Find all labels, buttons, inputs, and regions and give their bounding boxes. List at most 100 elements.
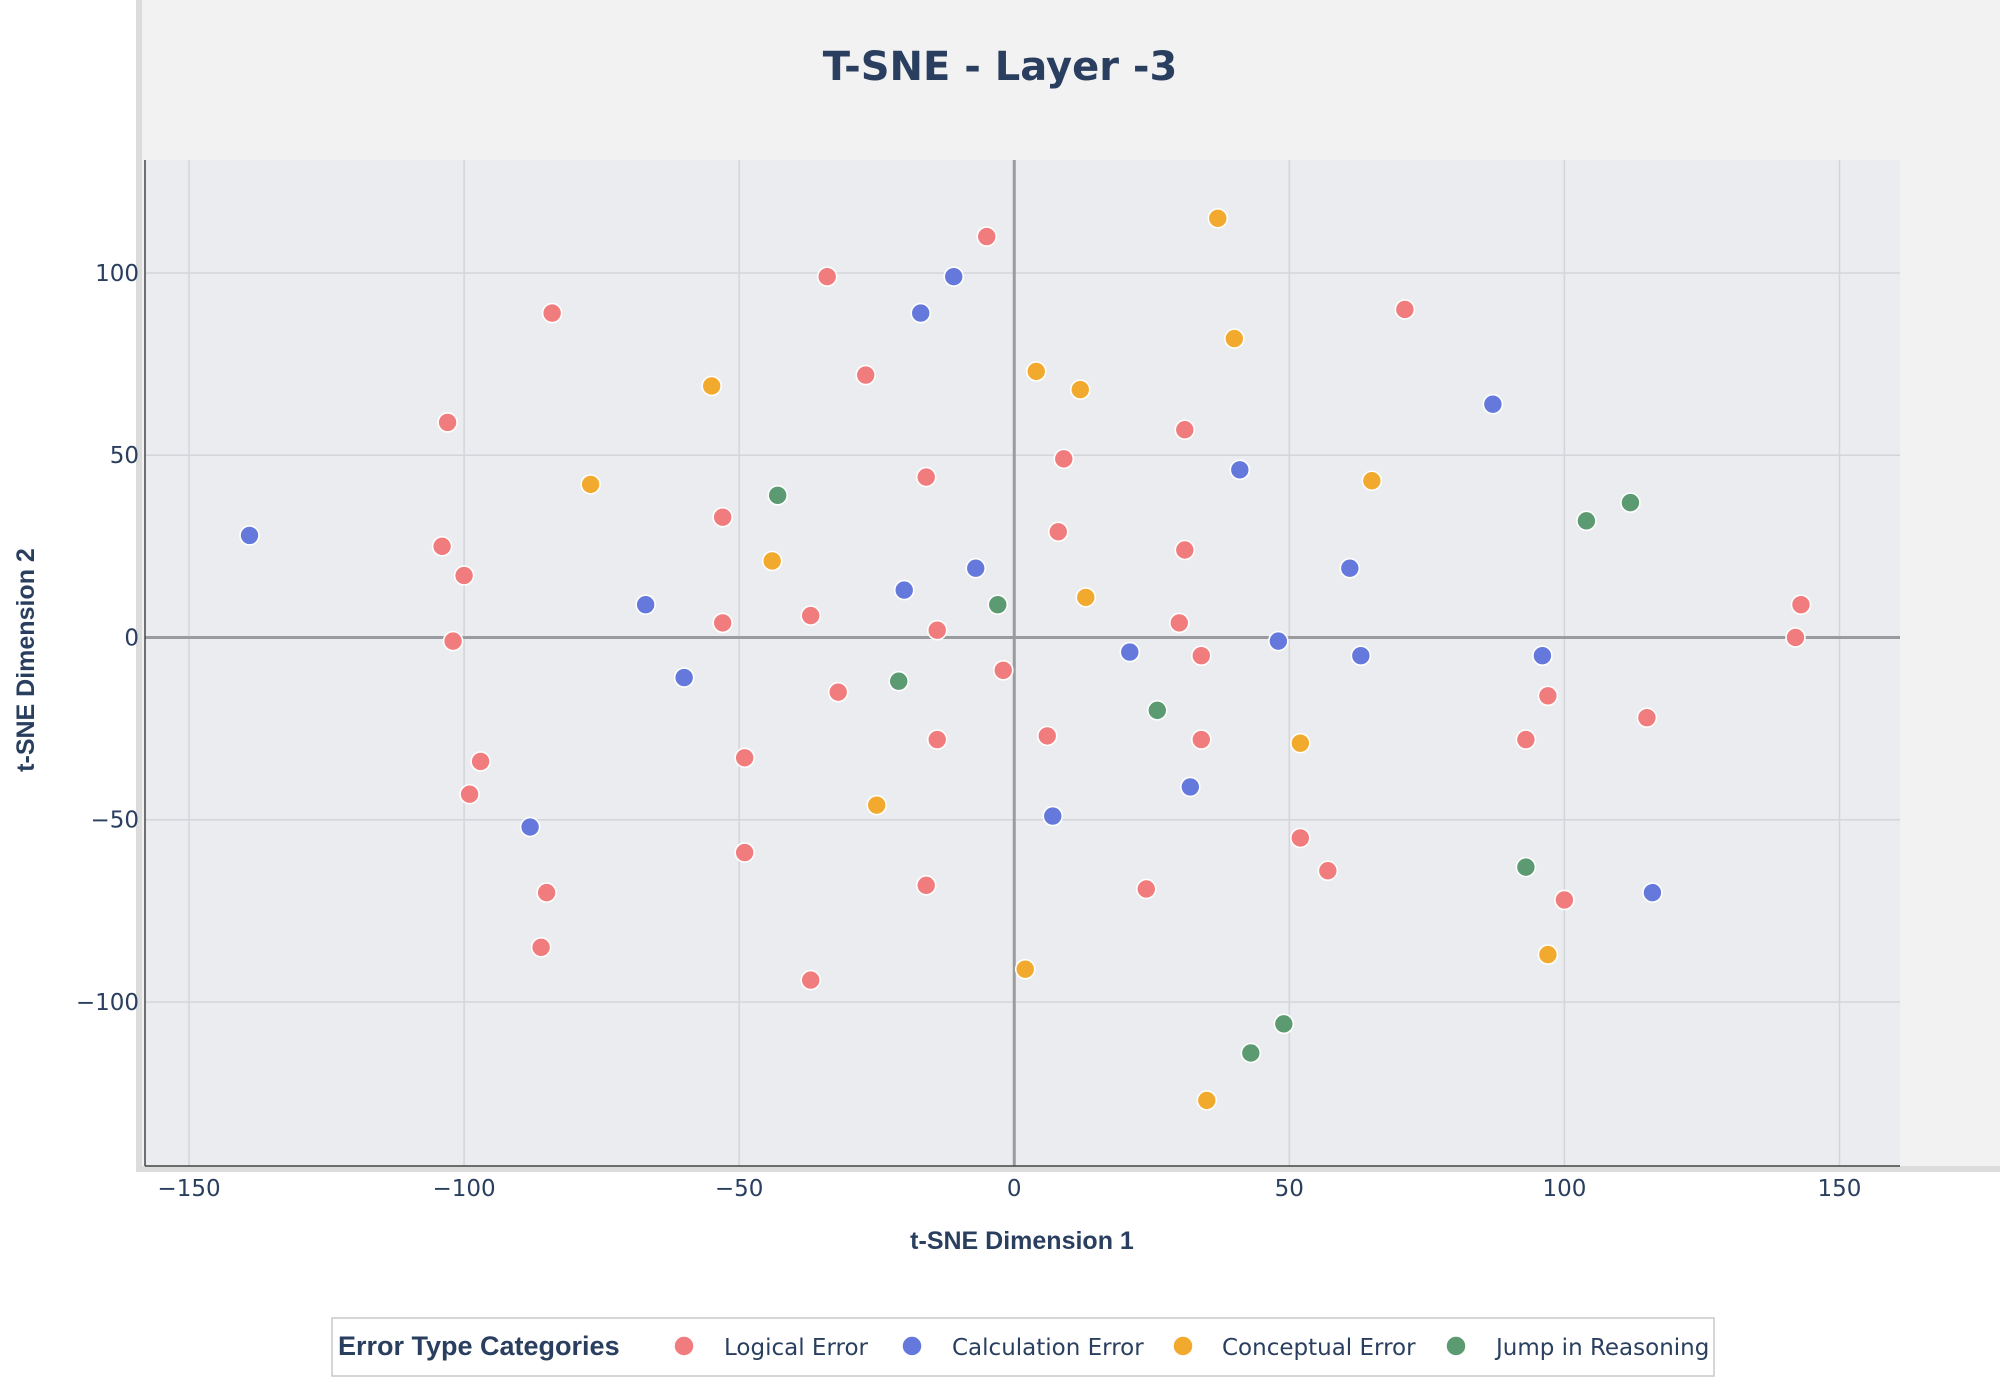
point-logical-error [1174,419,1196,441]
point-logical-error [827,681,849,703]
chart-left-border [136,0,142,1172]
point-jump-in-reasoning [1620,492,1641,513]
plot-area [145,160,1900,1166]
point-calculation-error [1179,776,1201,798]
point-calculation-error [910,302,932,324]
point-conceptual-error [1224,328,1245,349]
point-logical-error [1174,539,1196,561]
point-logical-error [541,302,563,324]
x-tick-label: 50 [1275,1176,1304,1202]
point-logical-error [1135,878,1157,900]
point-calculation-error [893,579,915,601]
point-logical-error [459,783,480,805]
point-calculation-error [943,266,965,287]
point-conceptual-error [1537,944,1559,965]
point-jump-in-reasoning [1240,1042,1262,1064]
point-conceptual-error [1361,470,1383,492]
point-calculation-error [1642,882,1663,903]
x-tick-labels: −150 −100 −50 0 50 100 150 [157,1176,1861,1202]
point-conceptual-error [580,474,601,495]
point-calculation-error [1268,630,1289,652]
point-conceptual-error [701,375,722,397]
point-conceptual-error [761,550,783,572]
point-logical-error [1537,685,1559,707]
point-calculation-error [1532,645,1553,667]
point-logical-error [1394,299,1416,320]
point-calculation-error [965,557,987,579]
point-logical-error [992,659,1014,681]
legend-items: Logical Error Calculation Error Conceptual… [673,1335,1709,1361]
point-jump-in-reasoning [767,485,788,506]
point-logical-error [1636,707,1658,728]
point-calculation-error [673,667,695,688]
point-conceptual-error [1025,361,1047,382]
legend: Error Type Categories Logical Error Calcu… [331,1317,1715,1377]
legend-label-conceptual-error: Conceptual Error [1222,1335,1416,1361]
point-logical-error [734,842,755,863]
point-logical-error [712,612,733,634]
point-conceptual-error [1075,587,1097,608]
legend-marker-conceptual-error [1172,1335,1194,1357]
point-logical-error [926,619,948,641]
point-calculation-error [635,594,656,615]
point-calculation-error [1350,645,1372,667]
x-tick-label: −150 [157,1176,220,1202]
point-jump-in-reasoning [1576,510,1597,532]
point-logical-error [915,875,937,896]
point-logical-error [1053,448,1075,470]
point-logical-error [530,937,552,958]
point-jump-in-reasoning [1273,1013,1295,1035]
point-conceptual-error [1290,732,1311,754]
point-logical-error [1191,729,1212,750]
point-logical-error [1290,827,1311,849]
point-conceptual-error [1196,1090,1218,1111]
point-jump-in-reasoning [1146,700,1168,721]
x-tick-label: −50 [715,1176,764,1202]
point-logical-error [453,565,475,586]
y-tick-labels: −100 −50 0 50 100 [76,261,139,1016]
legend-marker-logical-error [673,1335,695,1357]
legend-label-logical-error: Logical Error [724,1335,869,1361]
point-logical-error [437,412,458,433]
point-logical-error [1047,521,1069,543]
chart-title: T-SNE - Layer -3 [823,44,1178,90]
point-logical-error [1317,860,1339,882]
x-tick-label: 150 [1818,1176,1862,1202]
y-axis-title: t-SNE Dimension 2 [12,548,40,772]
point-calculation-error [1042,805,1064,827]
grid-lines [145,160,1900,1166]
point-logical-error [926,729,948,750]
x-tick-label: 0 [1007,1176,1022,1202]
point-logical-error [1515,729,1537,750]
point-logical-error [712,506,733,528]
point-calculation-error [1119,641,1141,663]
x-axis-title: t-SNE Dimension 1 [910,1227,1134,1255]
data-points [239,208,1812,1111]
chart-bottom-border [136,1166,2000,1172]
point-logical-error [800,969,821,991]
point-logical-error [1790,594,1812,615]
legend-box [331,1317,1715,1377]
point-calculation-error [1339,557,1361,579]
point-logical-error [1554,889,1575,911]
point-conceptual-error [1014,958,1036,980]
point-logical-error [976,226,998,247]
point-logical-error [1168,612,1190,634]
point-conceptual-error [1207,208,1229,229]
legend-marker-jump-in-reasoning [1445,1335,1467,1357]
point-logical-error [1036,725,1058,747]
point-calculation-error [1482,393,1504,415]
legend-label-calculation-error: Calculation Error [952,1335,1144,1361]
point-logical-error [855,364,877,386]
point-logical-error [442,630,464,652]
y-tick-label: 0 [124,625,139,651]
point-logical-error [816,266,838,287]
y-tick-label: 50 [110,443,139,469]
point-calculation-error [239,525,260,546]
y-tick-label: −100 [76,990,139,1016]
legend-label-jump-in-reasoning: Jump in Reasoning [1494,1335,1709,1361]
point-conceptual-error [1069,379,1091,400]
point-conceptual-error [866,794,888,816]
point-jump-in-reasoning [987,594,1009,615]
